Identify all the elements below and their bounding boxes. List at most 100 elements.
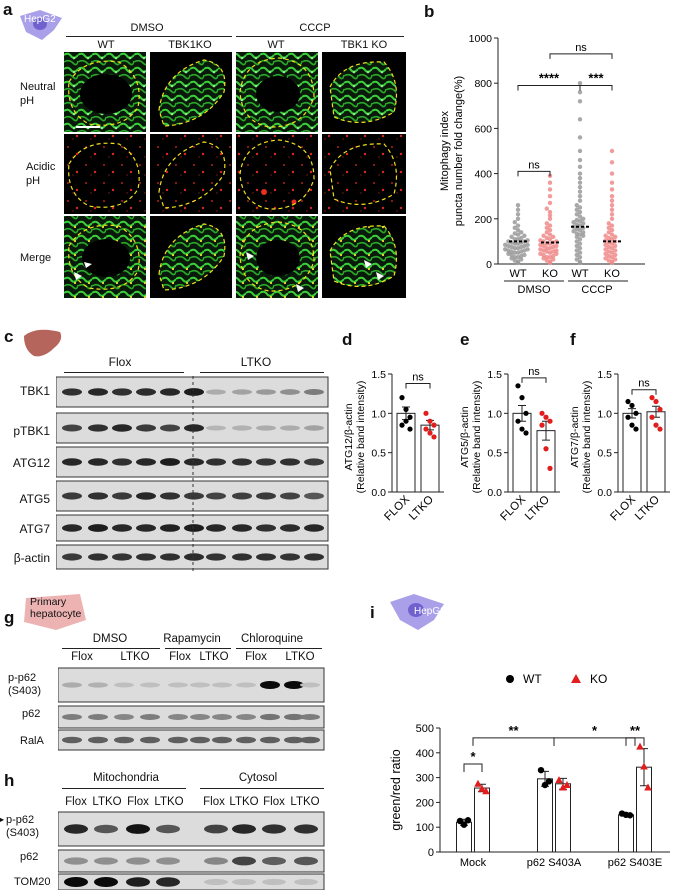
blot-c-band-4-8	[256, 524, 276, 532]
protein-bactin: β-actin	[13, 551, 50, 565]
d-point-0-3	[399, 422, 405, 428]
b-point-1-22	[538, 242, 543, 247]
blot-c-band-1-7	[232, 425, 252, 431]
b-sig-bracket-2	[579, 84, 613, 91]
blot-h-band-0-3	[156, 824, 180, 834]
b-point-0-48	[515, 207, 521, 212]
panel-g-letter: g	[4, 608, 15, 627]
d-point-0-5	[407, 426, 413, 432]
b-point-2-42	[577, 164, 583, 170]
treatment-dmso: DMSO	[92, 633, 128, 645]
b-point-3-28	[606, 225, 611, 231]
e-point-0-4	[519, 426, 525, 432]
b-point-0-32	[506, 239, 511, 244]
b-point-1-3	[551, 257, 556, 262]
b-point-2-2	[574, 257, 579, 262]
b-point-3-14	[606, 244, 611, 250]
e-point-0-3	[515, 418, 521, 424]
i-point-ko-1-2	[563, 781, 571, 789]
f-point-0-2	[633, 410, 639, 416]
blot-c-band-5-4	[160, 553, 180, 561]
lane-h-1: Flox	[65, 796, 87, 808]
blot-g-band-1-2	[114, 714, 134, 720]
blot-c-band-5-3	[136, 553, 156, 561]
blot-h-box-2	[58, 873, 325, 890]
lane-g-5: Flox	[245, 651, 267, 663]
b-point-2-5	[577, 250, 583, 255]
blot-h-band-0-5	[232, 824, 256, 834]
lane-h-5: Flox	[203, 796, 225, 808]
i-ytick-label-4: 400	[416, 748, 434, 760]
arrow-marker-icon: ▶	[0, 815, 5, 824]
b-point-2-41	[577, 171, 583, 176]
blot-c-band-1-3	[136, 424, 156, 432]
b-point-1-6	[544, 255, 549, 260]
i-bar-0-1	[537, 778, 553, 853]
b-sig-bracket-0	[517, 170, 551, 177]
f-point-1-0	[649, 395, 655, 401]
b-point-0-43	[512, 225, 517, 231]
line-cq-g	[236, 648, 322, 649]
b-point-3-30	[606, 221, 611, 226]
b-point-3-12	[603, 247, 608, 252]
b-point-2-45	[577, 135, 583, 140]
b-point-2-9	[577, 241, 583, 246]
b-sig-bracket-3	[549, 53, 613, 59]
blot-g-band-0-6	[212, 682, 232, 688]
b-sig-bracket-1	[517, 84, 581, 91]
f-ytick-label-2: 1.0	[597, 408, 612, 420]
blot-c-band-4-5	[184, 524, 204, 532]
panel-d-letter: d	[342, 330, 353, 349]
lane-h-4: LTKO	[154, 796, 184, 808]
lane-h-7: Flox	[263, 796, 285, 808]
blot-g-band-0-0	[62, 682, 82, 688]
blot-c-band-3-0	[62, 492, 82, 500]
group-ltko-c: LTKO	[240, 355, 272, 369]
b-point-0-3	[519, 257, 524, 262]
b-point-2-15	[574, 231, 579, 236]
image-acidic-wt	[64, 134, 146, 214]
f-ytick-label-3: 1.5	[597, 369, 612, 381]
group-cccp-a: CCCP	[299, 22, 331, 34]
panel-i-letter: i	[370, 603, 375, 622]
e-sig-bracket	[521, 377, 547, 383]
blot-g-band-0-1	[88, 682, 108, 688]
panel-c-letter: c	[4, 327, 14, 346]
e-ytick-label-2: 1.0	[487, 408, 502, 420]
i-ylabel: green/red ratio	[389, 749, 403, 830]
f-ylabel-2: (Relative band intensity)	[581, 381, 593, 494]
i-cat-label-1: p62 S403A	[527, 857, 582, 869]
f-sig-label: ns	[638, 378, 650, 390]
b-point-1-10	[538, 251, 543, 257]
lane-h-3: Flox	[127, 796, 149, 808]
blot-c-band-1-2	[112, 424, 132, 432]
b-ylabel-1: Mitophagy index	[439, 110, 451, 191]
blot-g-band-2-8	[260, 736, 280, 744]
b-point-3-26	[606, 230, 611, 235]
blot-h-box-1	[58, 849, 325, 873]
b-point-1-7	[551, 253, 556, 259]
chart-d-atg12: 0.0 0.5 1.0 1.5 ATG12/β-actin (Relative band …	[343, 369, 444, 523]
b-point-1-16	[538, 247, 543, 252]
b-point-1-28	[538, 238, 543, 243]
blot-g-band-2-4	[168, 736, 188, 744]
blot-c-band-1-4	[160, 424, 180, 432]
d-sig-label: ns	[412, 371, 424, 383]
i-legend-marker-wt	[506, 675, 514, 683]
b-sig-label-3: ns	[575, 42, 587, 54]
b-point-0-26	[503, 242, 508, 247]
b-point-2-37	[577, 189, 583, 194]
blot-h-band-0-6	[262, 824, 286, 834]
blot-h-band-2-5	[232, 878, 256, 886]
i-sig-label-3: **	[630, 723, 641, 738]
image-merge-cccp-wt	[236, 216, 318, 298]
f-cat-label-0: FLOX	[608, 493, 638, 523]
d-point-1-0	[423, 410, 429, 416]
blot-c-band-4-0	[62, 524, 82, 532]
blot-g-band-2-7	[236, 736, 256, 744]
i-sig-bracket-3	[625, 737, 645, 746]
b-point-3-38	[609, 180, 615, 185]
primary-hepatocyte-label: Primary hepatocyte	[30, 596, 82, 620]
blot-c-band-4-1	[88, 524, 108, 532]
blot-c-band-5-2	[112, 553, 132, 561]
